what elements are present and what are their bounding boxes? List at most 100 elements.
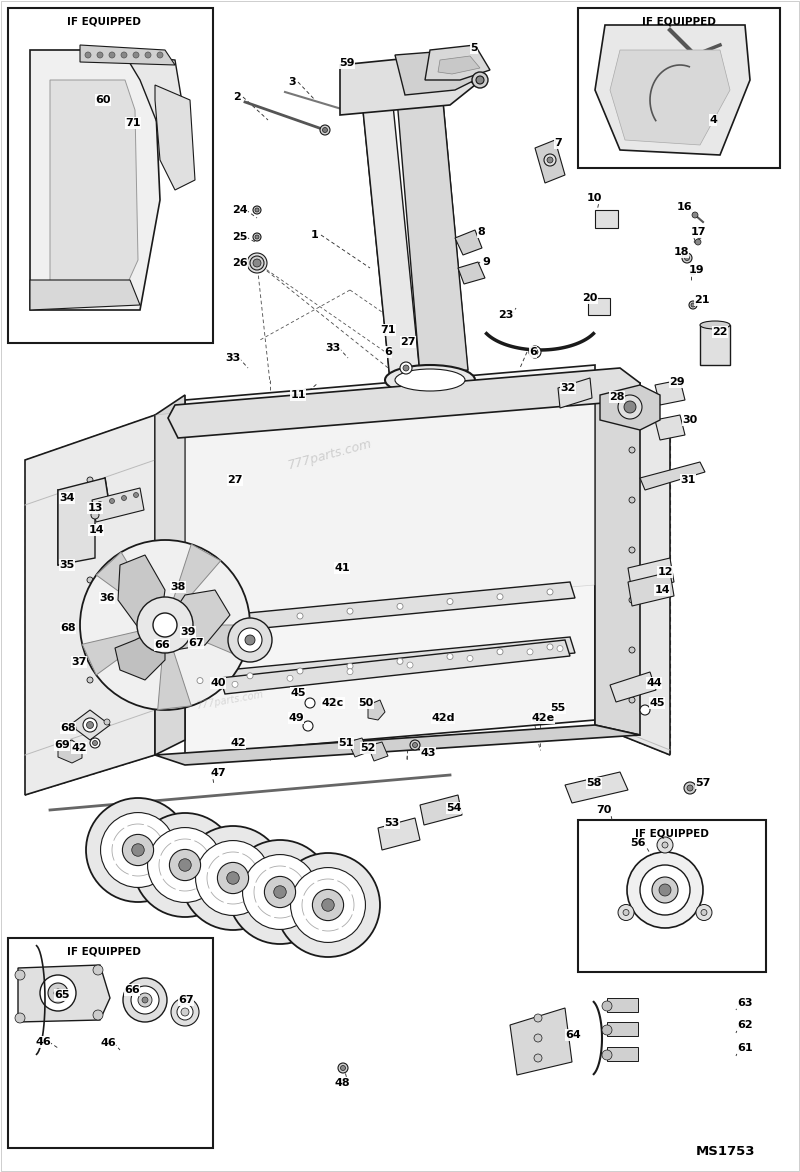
Text: 52: 52 (360, 743, 376, 752)
Circle shape (695, 239, 701, 245)
Text: 9: 9 (482, 257, 490, 267)
Circle shape (476, 76, 484, 84)
Text: IF EQUIPPED: IF EQUIPPED (635, 829, 709, 839)
Text: 23: 23 (498, 311, 514, 320)
Circle shape (691, 304, 695, 307)
Polygon shape (510, 1008, 572, 1075)
Circle shape (629, 597, 635, 604)
Text: 22: 22 (712, 327, 728, 338)
Circle shape (86, 798, 190, 902)
Text: 28: 28 (610, 391, 625, 402)
Polygon shape (628, 572, 674, 606)
Text: 40: 40 (210, 677, 226, 688)
Text: 42d: 42d (431, 713, 454, 723)
Polygon shape (165, 625, 250, 659)
Circle shape (90, 738, 100, 748)
Circle shape (320, 125, 330, 135)
Polygon shape (80, 45, 175, 64)
Text: 6: 6 (529, 347, 537, 357)
Text: 64: 64 (565, 1030, 581, 1040)
Circle shape (547, 643, 553, 650)
Ellipse shape (700, 321, 730, 329)
Polygon shape (58, 740, 82, 763)
Circle shape (40, 975, 76, 1011)
Polygon shape (535, 139, 565, 183)
Polygon shape (165, 590, 230, 650)
Polygon shape (378, 818, 420, 850)
Circle shape (264, 877, 296, 907)
Circle shape (218, 863, 249, 893)
Polygon shape (595, 373, 640, 735)
Circle shape (682, 253, 692, 263)
Polygon shape (607, 1047, 638, 1061)
Circle shape (533, 713, 543, 723)
Circle shape (684, 782, 696, 793)
Text: MS1753: MS1753 (695, 1145, 755, 1158)
Circle shape (413, 743, 418, 748)
Circle shape (147, 827, 222, 902)
Circle shape (527, 649, 533, 655)
Text: 14: 14 (654, 585, 670, 595)
Text: 44: 44 (646, 677, 662, 688)
Circle shape (535, 715, 541, 721)
Circle shape (602, 1001, 612, 1011)
Text: 67: 67 (188, 638, 204, 648)
Circle shape (253, 259, 261, 267)
Circle shape (245, 635, 255, 645)
Circle shape (687, 785, 693, 791)
Circle shape (54, 989, 62, 997)
Text: 57: 57 (695, 778, 710, 788)
Text: 59: 59 (339, 57, 354, 68)
Text: 46: 46 (100, 1038, 116, 1048)
Circle shape (85, 52, 91, 57)
Text: 56: 56 (630, 838, 646, 849)
Circle shape (83, 718, 97, 732)
Circle shape (247, 253, 267, 273)
Circle shape (602, 1050, 612, 1059)
Circle shape (322, 899, 334, 912)
Text: 38: 38 (170, 582, 186, 592)
Polygon shape (18, 965, 110, 1022)
Circle shape (255, 207, 259, 212)
Polygon shape (438, 56, 480, 74)
Text: 33: 33 (226, 353, 241, 363)
Polygon shape (607, 999, 638, 1011)
Text: 5: 5 (470, 43, 478, 53)
Text: 12: 12 (658, 567, 673, 577)
Circle shape (122, 496, 126, 500)
Circle shape (297, 668, 303, 674)
Polygon shape (25, 415, 155, 795)
Polygon shape (165, 544, 221, 625)
Circle shape (133, 813, 237, 917)
Text: 4: 4 (709, 115, 717, 125)
Polygon shape (155, 620, 180, 641)
Circle shape (98, 502, 102, 506)
Text: 33: 33 (326, 343, 341, 353)
Circle shape (472, 71, 488, 88)
Text: 14: 14 (88, 525, 104, 534)
Circle shape (87, 527, 93, 533)
Polygon shape (30, 280, 140, 311)
Polygon shape (607, 1022, 638, 1036)
Circle shape (157, 52, 163, 57)
Circle shape (274, 886, 286, 898)
Polygon shape (395, 50, 485, 95)
Circle shape (145, 52, 151, 57)
Text: 68: 68 (60, 624, 76, 633)
Circle shape (497, 649, 503, 655)
Circle shape (618, 395, 642, 420)
Polygon shape (360, 75, 420, 380)
Text: IF EQUIPPED: IF EQUIPPED (67, 18, 141, 27)
Polygon shape (92, 488, 144, 522)
Text: 31: 31 (680, 475, 696, 485)
Polygon shape (185, 364, 595, 755)
Circle shape (290, 867, 366, 942)
Circle shape (171, 999, 199, 1026)
Ellipse shape (395, 369, 465, 391)
Text: 13: 13 (87, 503, 102, 513)
Text: 10: 10 (586, 193, 602, 203)
Circle shape (137, 597, 193, 653)
Text: 24: 24 (232, 205, 248, 214)
Text: 29: 29 (669, 377, 685, 387)
Ellipse shape (385, 364, 475, 395)
